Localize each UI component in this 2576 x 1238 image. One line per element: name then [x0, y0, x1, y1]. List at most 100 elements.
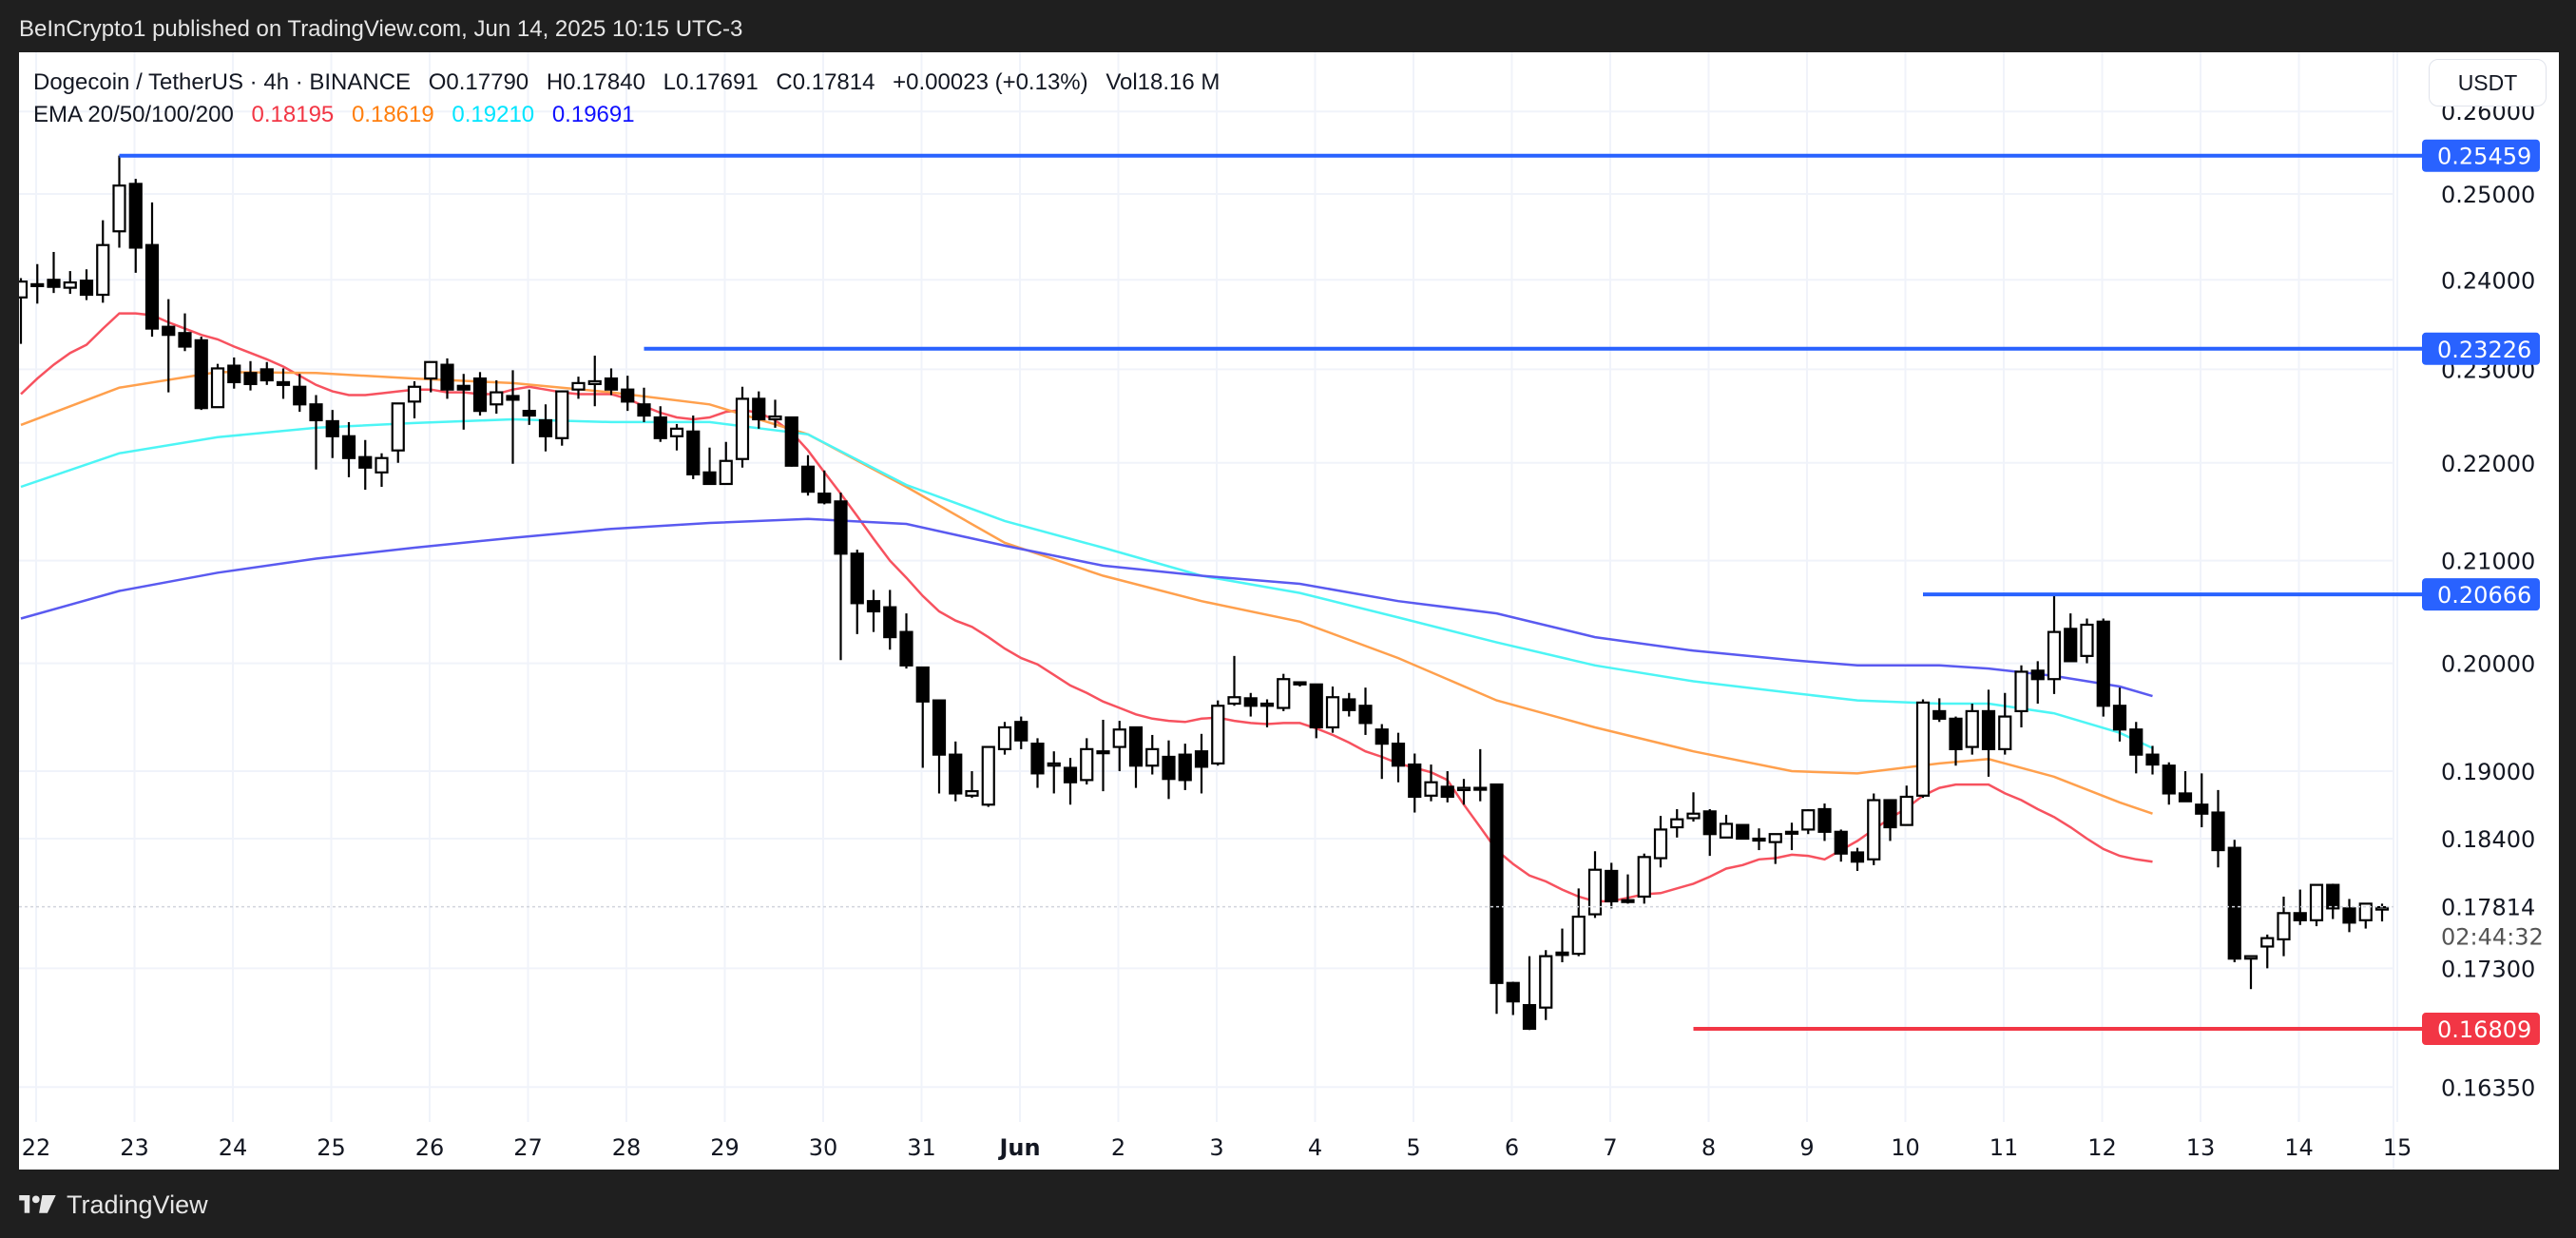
candle [587, 379, 602, 385]
candle [1293, 681, 1307, 686]
ema200-value: 0.19691 [551, 102, 635, 127]
candle [1440, 785, 1454, 799]
candle [2358, 902, 2373, 921]
x-tick-label: 22 [22, 1134, 51, 1161]
candle [2374, 906, 2390, 911]
ohlc-row: Dogecoin / TetherUS · 4h · BINANCE O0.17… [33, 67, 1231, 99]
candle [407, 385, 422, 403]
y-tick-label: 0.19000 [2441, 759, 2535, 785]
candle [1915, 701, 1931, 797]
candle [735, 397, 750, 460]
candle [358, 455, 373, 469]
ema100-value: 0.19210 [452, 102, 535, 127]
candle [1686, 812, 1701, 820]
x-tick-label: 15 [2383, 1134, 2413, 1161]
chart-panel[interactable] [19, 52, 2559, 1170]
candle [1128, 725, 1144, 767]
candle [1178, 753, 1192, 782]
candle [621, 388, 635, 403]
candle [19, 280, 29, 299]
level-price-badge [2422, 332, 2540, 365]
candle [768, 415, 782, 421]
x-tick-label: 12 [2087, 1134, 2117, 1161]
candle [2277, 912, 2291, 940]
candle [1736, 823, 1750, 841]
ema50-value: 0.18619 [351, 102, 434, 127]
candle [1867, 799, 1881, 861]
candle [1277, 678, 1291, 709]
candle [260, 368, 274, 382]
symbol-title[interactable]: Dogecoin / TetherUS · 4h · BINANCE [33, 69, 412, 95]
candle [1145, 747, 1160, 767]
candle [1768, 833, 1782, 843]
candle [1637, 856, 1651, 899]
y-tick-label: 0.16350 [2441, 1074, 2535, 1101]
candle [2227, 846, 2241, 960]
candle [1309, 683, 1323, 729]
candle [1981, 709, 1996, 750]
candle [1539, 955, 1553, 1009]
candle [227, 364, 241, 384]
candle [79, 280, 94, 297]
candle [637, 403, 651, 417]
last-price-label: 0.17814 [2441, 895, 2535, 921]
candle [2129, 728, 2143, 756]
candle [1801, 809, 1816, 831]
y-tick-label: 0.20000 [2441, 651, 2535, 678]
candle [2162, 764, 2176, 795]
candle [309, 403, 323, 422]
footer-brand-name: TradingView [67, 1190, 208, 1219]
grid [19, 52, 2398, 1170]
y-tick-label: 0.18400 [2441, 826, 2535, 853]
candle [669, 427, 684, 437]
candle [63, 280, 77, 289]
candle [2195, 803, 2209, 815]
candle [899, 630, 913, 667]
candle [1752, 837, 1766, 842]
level-price-label: 0.16809 [2437, 1016, 2531, 1043]
x-tick-label: 9 [1799, 1134, 1814, 1161]
candle [1096, 750, 1110, 755]
candle [834, 500, 848, 555]
level-price-badge [2422, 1013, 2540, 1046]
candle [2030, 669, 2045, 681]
candle [719, 459, 733, 486]
candle [293, 385, 307, 406]
candle [1883, 799, 1897, 829]
candle [2047, 630, 2062, 681]
ema50-line [20, 371, 2153, 815]
x-tick-label: 31 [907, 1134, 936, 1161]
level-price-label: 0.25459 [2437, 144, 2531, 170]
candle [604, 377, 619, 391]
candle [1080, 747, 1094, 782]
candle [915, 666, 930, 703]
footer-brand: TradingView [19, 1190, 208, 1220]
candle [1998, 715, 2012, 750]
candle [2096, 620, 2110, 707]
candle [1702, 810, 1717, 836]
candle [490, 391, 504, 406]
candle [2080, 623, 2094, 657]
candle [1784, 830, 1799, 835]
candle [2309, 883, 2324, 921]
candle [2178, 792, 2193, 803]
candle [1391, 743, 1406, 767]
close-value: C0.17814 [776, 69, 875, 95]
ema-indicator-label[interactable]: EMA 20/50/100/200 [33, 102, 234, 127]
candle [1621, 899, 1635, 903]
publish-info: BeInCrypto1 published on TradingView.com… [19, 16, 743, 42]
candle [1932, 709, 1947, 720]
candle [2014, 670, 2028, 713]
candle [800, 465, 816, 493]
currency-button[interactable]: USDT [2429, 59, 2547, 106]
candle [506, 395, 520, 401]
x-tick-label: Jun [997, 1134, 1040, 1161]
x-tick-label: 27 [513, 1134, 543, 1161]
x-tick-label: 3 [1209, 1134, 1223, 1161]
candle [2112, 705, 2127, 731]
low-value: L0.17691 [663, 69, 759, 95]
candle [1112, 728, 1126, 748]
candle [456, 384, 471, 391]
ema100-line [20, 417, 2154, 749]
